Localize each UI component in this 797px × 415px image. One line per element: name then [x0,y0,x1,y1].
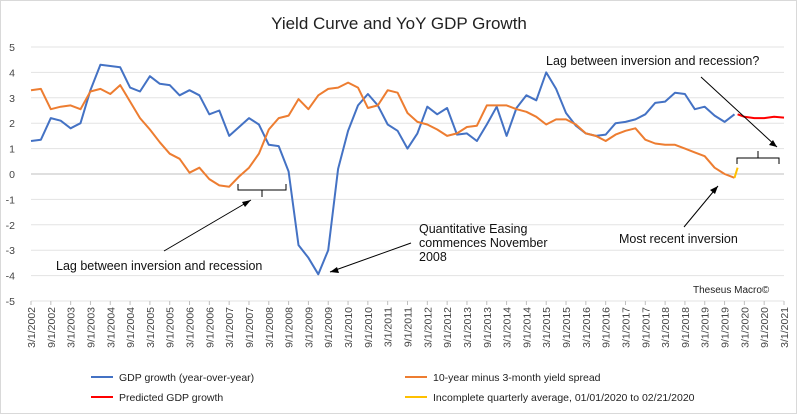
y-tick-label: -3 [6,245,15,257]
series-line-3 [733,167,739,179]
x-tick-label: 9/1/2014 [521,307,533,348]
x-tick-label: 3/1/2019 [700,307,712,348]
y-tick-label: 1 [9,144,15,156]
x-tick-label: 9/1/2009 [323,307,335,348]
series-line-0 [30,63,736,276]
annotation-qe-line2: commences November [419,236,548,250]
x-tick-label: 9/1/2020 [759,307,771,348]
y-tick-label: -5 [6,296,15,308]
x-tick-label: 9/1/2016 [601,307,613,348]
x-tick-label: 3/1/2010 [343,307,355,348]
y-tick-label: -4 [6,271,15,283]
x-tick-label: 9/1/2015 [561,307,573,348]
legend-label-predicted: Predicted GDP growth [119,392,223,404]
x-tick-label: 9/1/2019 [720,307,732,348]
x-tick-label: 3/1/2012 [422,307,434,348]
x-tick-label: 9/1/2002 [46,307,58,348]
annotation-qe-line1: Quantitative Easing [419,222,527,236]
x-tick-label: 3/1/2005 [145,307,157,348]
x-tick-label: 9/1/2008 [284,307,296,348]
arrow-recent-inversion-head [710,186,718,194]
x-tick-label: 3/1/2015 [541,307,553,348]
bracket-left [237,184,287,191]
x-tick-label: 9/1/2018 [680,307,692,348]
x-tick-label: 9/1/2007 [244,307,256,348]
annotation-qe-line3: 2008 [419,250,447,264]
x-tick-label: 3/1/2016 [581,307,593,348]
arrow-lag-question [700,76,778,148]
series-line-1 [30,81,735,188]
x-tick-label: 9/1/2010 [363,307,375,348]
annotation-lag-question: Lag between inversion and recession? [546,54,759,68]
y-tick-label: 2 [9,118,15,130]
x-tick-label: 3/1/2018 [660,307,672,348]
x-tick-label: 3/1/2002 [26,307,38,348]
arrow-qe [329,242,412,273]
legend-label-gdp: GDP growth (year-over-year) [119,372,254,384]
x-tick-label: 9/1/2005 [165,307,177,348]
arrow-recent-inversion [683,185,719,228]
x-tick-label: 9/1/2012 [442,307,454,348]
x-tick-label: 3/1/2008 [264,307,276,348]
annotation-recent-inversion: Most recent inversion [619,232,738,246]
x-tick-label: 3/1/2007 [224,307,236,348]
legend-label-incomplete: Incomplete quarterly average, 01/01/2020… [433,392,695,404]
y-tick-label: -1 [6,194,15,206]
y-tick-label: 4 [9,67,15,79]
x-axis-ticks: 3/1/2002 9/1/2002 3/1/2003 9/1/2003 3/1/2004… [26,301,791,348]
x-tick-label: 3/1/2006 [185,307,197,348]
x-tick-label: 9/1/2003 [85,307,97,348]
y-tick-label: 0 [9,169,15,181]
legend-label-spread: 10-year minus 3-month yield spread [433,372,601,384]
x-tick-label: 3/1/2017 [620,307,632,348]
y-tick-label: -2 [6,220,15,232]
x-tick-label: 9/1/2006 [204,307,216,348]
y-tick-label: 5 [9,42,15,54]
x-tick-label: 9/1/2004 [125,307,137,348]
x-tick-label: 3/1/2021 [779,307,791,348]
x-tick-label: 9/1/2011 [403,307,415,347]
x-tick-label: 9/1/2013 [482,307,494,348]
y-tick-label: 3 [9,93,15,105]
x-tick-label: 3/1/2003 [66,307,78,348]
y-axis-ticks: 5 4 3 2 1 0 -1 -2 -3 -4 -5 [6,42,16,308]
x-tick-label: 9/1/2017 [640,307,652,348]
annotation-lag-left: Lag between inversion and recession [56,259,262,273]
x-tick-label: 3/1/2004 [105,307,117,348]
x-tick-label: 3/1/2020 [739,307,751,348]
source-label: Theseus Macro© [693,285,770,296]
x-tick-label: 3/1/2014 [502,307,514,348]
arrow-lag-left [163,199,252,252]
bracket-right [736,157,780,164]
chart-title: Yield Curve and YoY GDP Growth [271,14,527,33]
arrow-lag-left-head [242,200,251,207]
x-tick-label: 3/1/2009 [303,307,315,348]
annotations: Lag between inversion and recession? Lag… [56,54,780,296]
legend: GDP growth (year-over-year) 10-year minu… [91,372,695,404]
x-tick-label: 3/1/2011 [383,307,395,347]
arrow-lag-question-head [769,140,777,147]
arrow-qe-head [330,267,339,273]
x-tick-label: 3/1/2013 [462,307,474,348]
